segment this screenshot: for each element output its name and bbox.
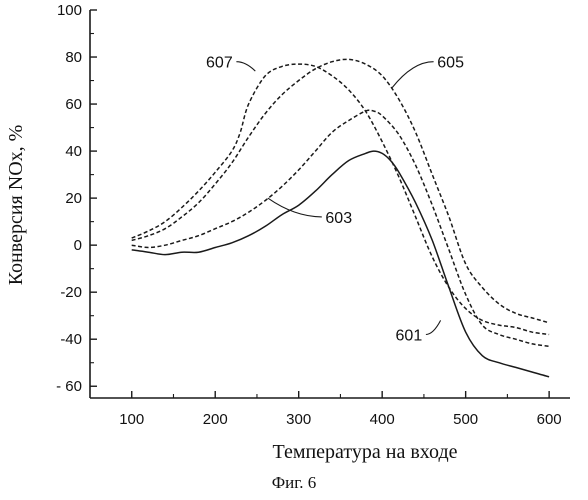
curve-label-605: 605 bbox=[437, 55, 464, 72]
curve-label-601: 601 bbox=[396, 328, 423, 345]
y-tick-label: - 60 bbox=[56, 378, 82, 395]
y-axis-title: Конверсия NOx, % bbox=[5, 125, 27, 286]
y-tick-label: -20 bbox=[60, 284, 82, 301]
x-tick-label: 300 bbox=[286, 411, 311, 428]
x-tick-label: 200 bbox=[203, 411, 228, 428]
y-tick-label: 20 bbox=[65, 190, 82, 207]
leader-line-605 bbox=[392, 62, 433, 88]
y-tick-label: 100 bbox=[57, 2, 82, 19]
x-tick-label: 100 bbox=[119, 411, 144, 428]
series-line-603 bbox=[132, 110, 549, 346]
y-tick-label: 60 bbox=[65, 96, 82, 113]
x-tick-label: 500 bbox=[453, 411, 478, 428]
series-line-601 bbox=[132, 151, 549, 377]
y-tick-label: 80 bbox=[65, 49, 82, 66]
x-axis-title: Температура на входе bbox=[272, 441, 457, 463]
series-line-605 bbox=[132, 59, 549, 322]
y-tick-label: 40 bbox=[65, 143, 82, 160]
curve-label-603: 603 bbox=[325, 210, 352, 227]
y-tick-label: -40 bbox=[60, 331, 82, 348]
curve-label-607: 607 bbox=[206, 55, 233, 72]
series-line-607 bbox=[132, 64, 549, 334]
leader-line-601 bbox=[426, 320, 441, 334]
x-tick-label: 400 bbox=[370, 411, 395, 428]
leader-line-607 bbox=[236, 62, 255, 71]
figure-caption: Фиг. 6 bbox=[272, 473, 317, 492]
x-tick-label: 600 bbox=[537, 411, 562, 428]
y-tick-label: 0 bbox=[74, 237, 82, 254]
annotations: 607 605 603 601 bbox=[206, 55, 464, 345]
